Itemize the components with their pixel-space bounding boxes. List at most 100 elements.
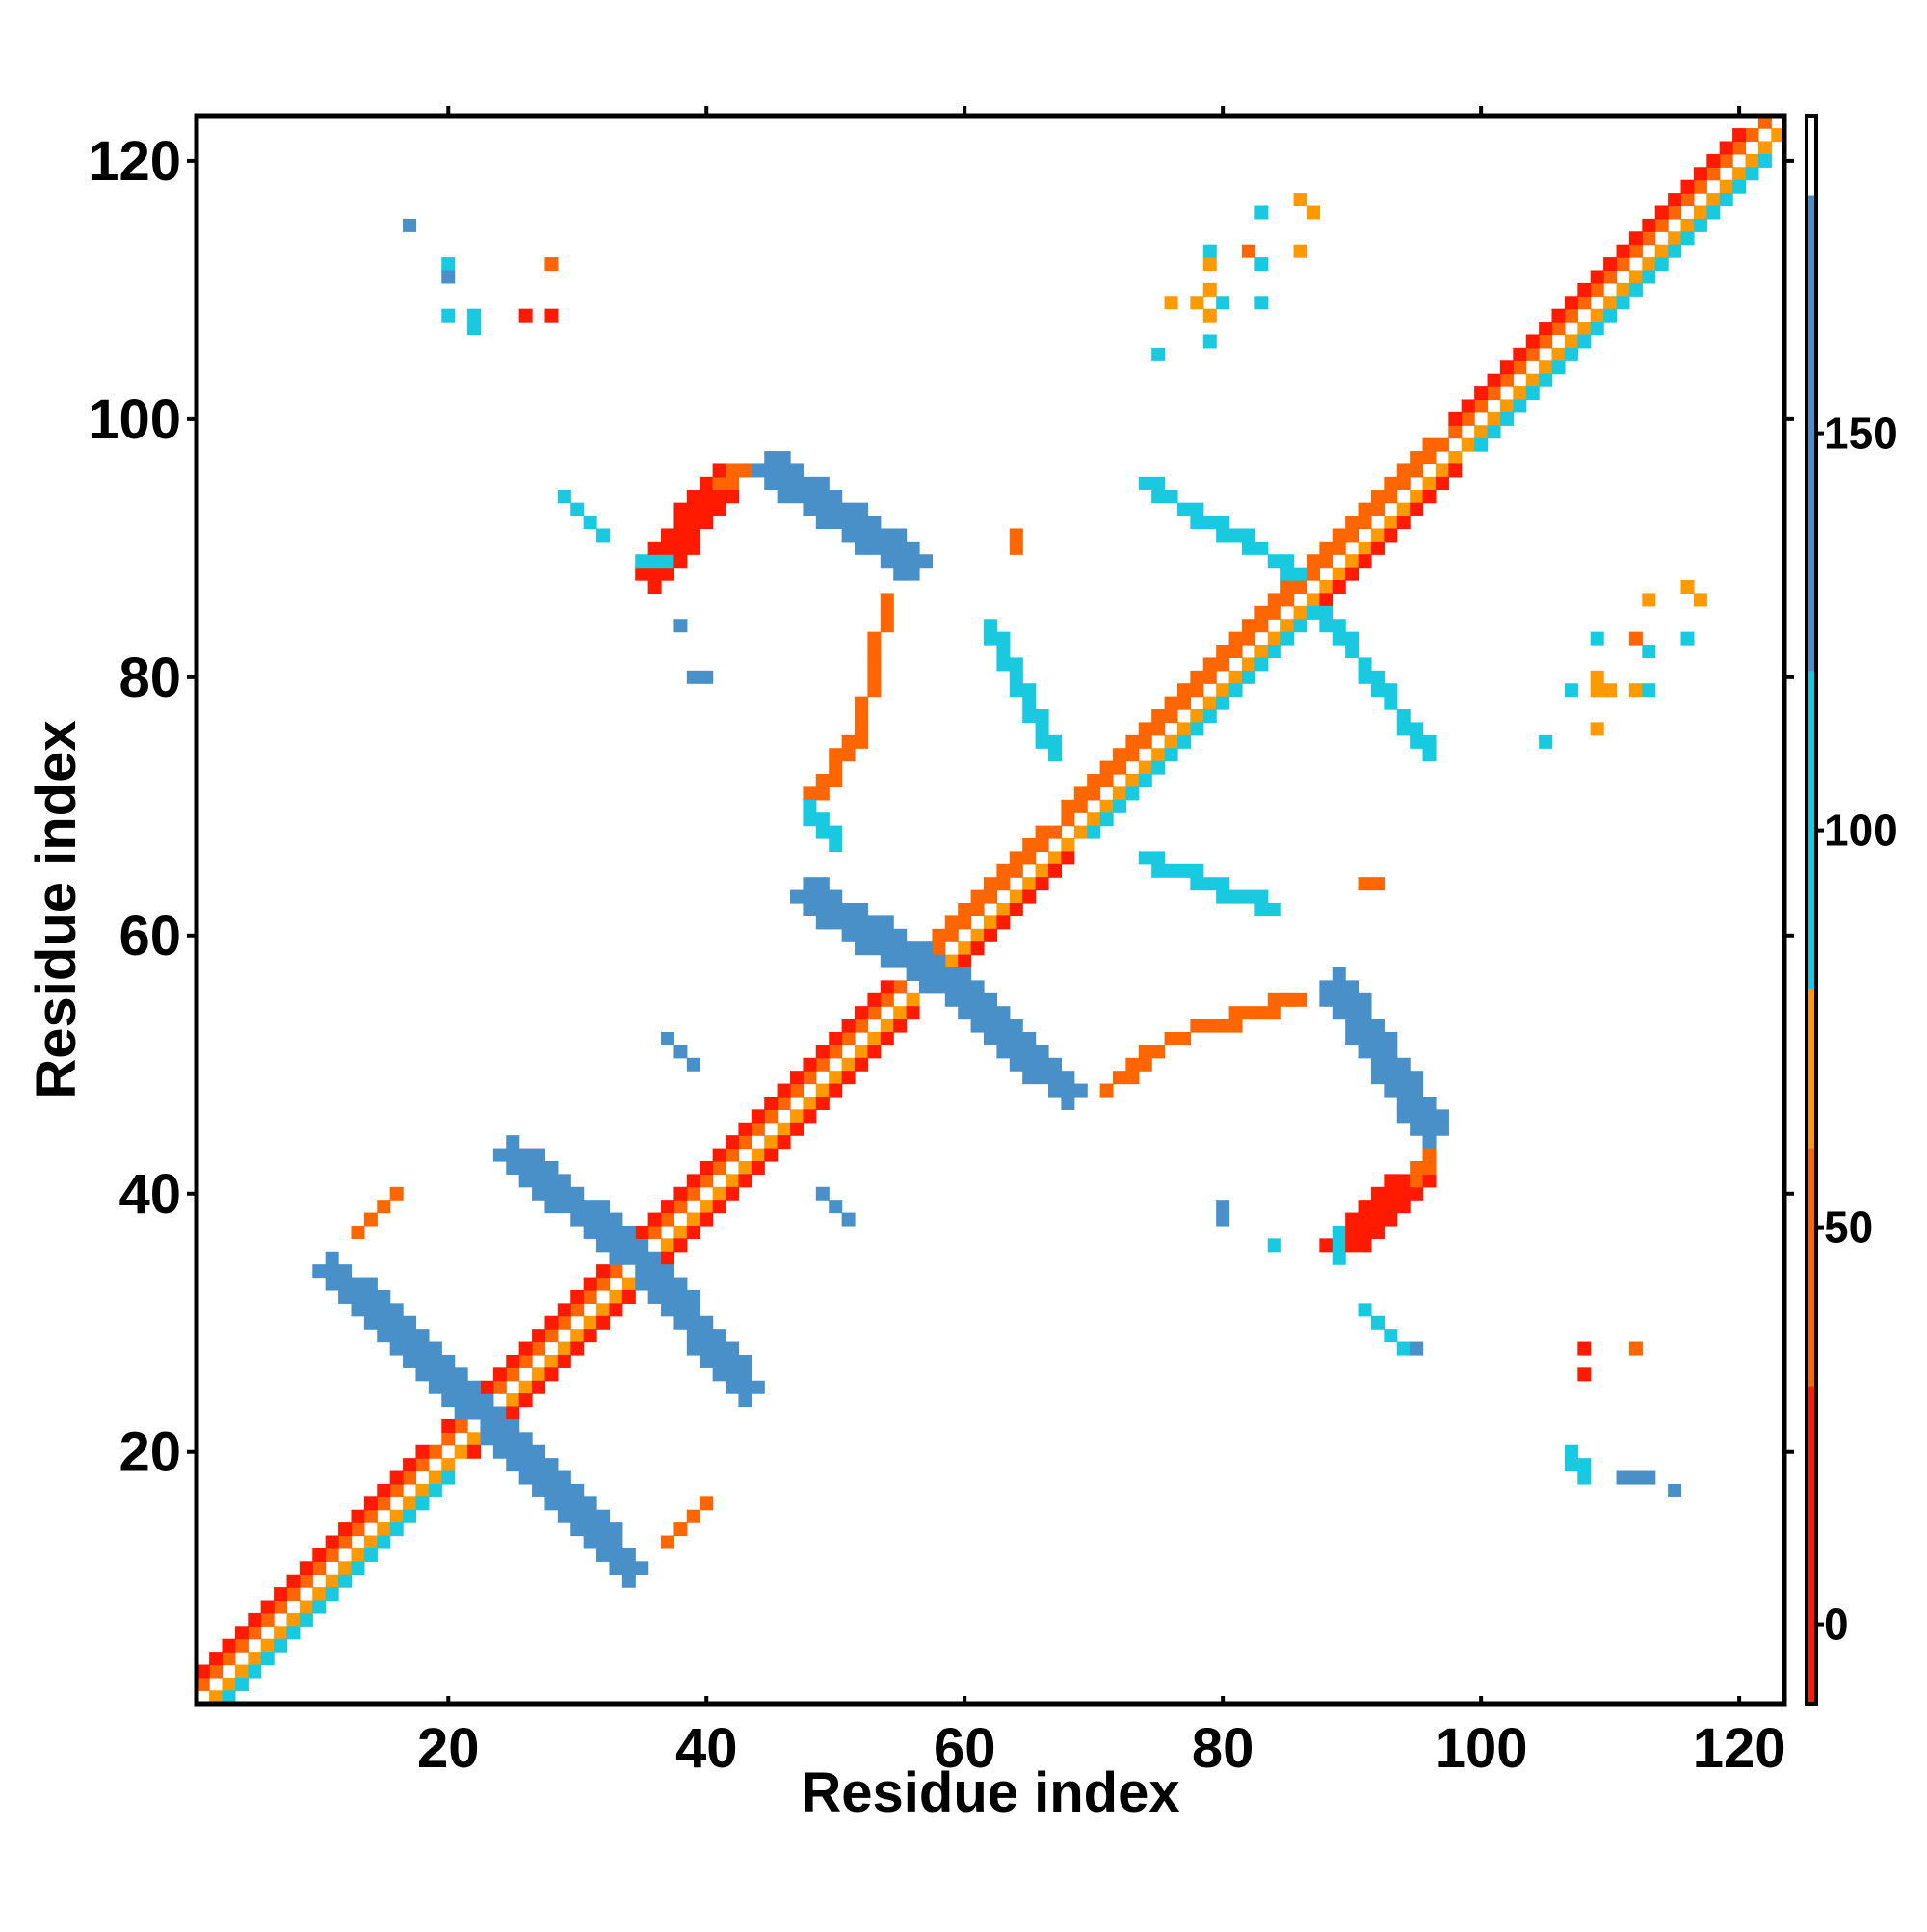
- heatmap-cell: [1254, 205, 1269, 220]
- heatmap-cell: [661, 1303, 675, 1317]
- heatmap-cell: [1551, 360, 1566, 375]
- heatmap-cell: [506, 1160, 520, 1175]
- heatmap-cell: [984, 1006, 997, 1020]
- heatmap-cell: [1125, 786, 1140, 801]
- heatmap-cell: [867, 528, 882, 543]
- heatmap-cell: [1216, 516, 1230, 530]
- heatmap-cell: [325, 1264, 339, 1279]
- heatmap-cell: [1190, 502, 1204, 516]
- heatmap-cell: [1422, 451, 1437, 465]
- heatmap-cell: [1396, 502, 1411, 516]
- heatmap-cell: [661, 1277, 675, 1291]
- heatmap-cell: [532, 1458, 546, 1472]
- heatmap-cell: [1151, 748, 1166, 762]
- heatmap-cell: [1628, 231, 1643, 246]
- y-tick-label: 80: [119, 647, 181, 709]
- heatmap-cell: [1176, 722, 1191, 736]
- heatmap-cell: [829, 774, 843, 788]
- heatmap-cell: [764, 463, 779, 478]
- heatmap-cell: [492, 1406, 507, 1420]
- heatmap-cell: [1370, 1225, 1385, 1239]
- heatmap-cell: [1577, 1367, 1592, 1382]
- heatmap-cell: [1435, 1122, 1449, 1136]
- heatmap-cell: [338, 1522, 353, 1537]
- heatmap-cell: [492, 1148, 507, 1162]
- heatmap-cell: [1073, 825, 1088, 839]
- heatmap-cell: [1151, 722, 1166, 736]
- heatmap-cell: [1190, 670, 1204, 684]
- heatmap-cell: [1345, 1006, 1359, 1020]
- heatmap-cell: [996, 657, 1011, 672]
- heatmap-cell: [544, 1483, 559, 1497]
- heatmap-cell: [803, 889, 817, 904]
- heatmap-cell: [1138, 722, 1152, 736]
- heatmap-cell: [621, 1289, 636, 1304]
- colorbar-tick-label: 150: [1824, 409, 1898, 459]
- heatmap-cell: [1448, 451, 1463, 465]
- heatmap-cell: [751, 1109, 765, 1124]
- heatmap-cell: [1358, 992, 1372, 1007]
- heatmap-cell: [893, 1019, 908, 1033]
- heatmap-cell: [570, 1483, 585, 1497]
- heatmap-cell: [880, 941, 894, 956]
- heatmap-cell: [803, 502, 817, 516]
- heatmap-cell: [1642, 231, 1656, 246]
- heatmap-cell: [1254, 657, 1269, 672]
- heatmap-cell: [518, 308, 533, 323]
- heatmap-cell: [1061, 1083, 1075, 1098]
- heatmap-cell: [635, 567, 649, 581]
- colorbar-band: [1807, 195, 1816, 672]
- heatmap-cell: [815, 1045, 830, 1059]
- heatmap-cell: [1216, 889, 1230, 904]
- heatmap-cell: [829, 915, 843, 930]
- heatmap-cell: [1668, 193, 1682, 207]
- heatmap-cell: [1525, 373, 1540, 387]
- heatmap-cell: [596, 1548, 611, 1562]
- heatmap-cell: [1410, 734, 1424, 749]
- heatmap-cell: [1216, 683, 1230, 698]
- heatmap-cell: [377, 1329, 391, 1343]
- heatmap-cell: [596, 1509, 611, 1523]
- heatmap-cell: [1435, 1109, 1449, 1124]
- heatmap-cell: [1164, 748, 1178, 762]
- heatmap-cell: [351, 1509, 365, 1523]
- heatmap-cell: [1164, 696, 1178, 710]
- heatmap-cell: [1035, 838, 1049, 853]
- heatmap-cell: [906, 541, 920, 555]
- heatmap-cell: [467, 1406, 482, 1420]
- heatmap-cell: [1164, 296, 1178, 310]
- heatmap-cell: [1280, 992, 1295, 1007]
- heatmap-cell: [1422, 1096, 1437, 1110]
- heatmap-cell: [506, 1432, 520, 1446]
- heatmap-cell: [1345, 554, 1359, 569]
- heatmap-cell: [1216, 296, 1230, 310]
- heatmap-cell: [467, 1380, 482, 1394]
- heatmap-cell: [1319, 541, 1333, 555]
- heatmap-cell: [583, 1200, 597, 1214]
- heatmap-cell: [518, 1432, 533, 1446]
- heatmap-cell: [1396, 1083, 1411, 1098]
- heatmap-cell: [1396, 722, 1411, 736]
- heatmap-cell: [403, 1458, 417, 1472]
- heatmap-cell: [738, 1393, 752, 1408]
- heatmap-cell: [1564, 308, 1578, 323]
- heatmap-cell: [996, 1031, 1011, 1045]
- colorbar-band: [1807, 116, 1816, 196]
- heatmap-cell: [1487, 373, 1501, 387]
- heatmap-cell: [867, 670, 882, 684]
- heatmap-cell: [1293, 992, 1307, 1007]
- heatmap-cell: [286, 1626, 301, 1640]
- heatmap-cell: [596, 1212, 611, 1227]
- heatmap-cell: [363, 1548, 378, 1562]
- heatmap-cell: [234, 1677, 249, 1691]
- heatmap-cell: [415, 1354, 430, 1368]
- heatmap-cell: [454, 1444, 468, 1459]
- heatmap-cell: [1099, 760, 1114, 775]
- y-tick-label: 100: [88, 388, 181, 451]
- heatmap-cell: [635, 1251, 649, 1265]
- heatmap-cell: [1654, 244, 1669, 258]
- heatmap-cell: [621, 1574, 636, 1588]
- heatmap-cell: [726, 1148, 740, 1162]
- heatmap-cell: [1616, 296, 1630, 310]
- heatmap-cell: [1525, 334, 1540, 349]
